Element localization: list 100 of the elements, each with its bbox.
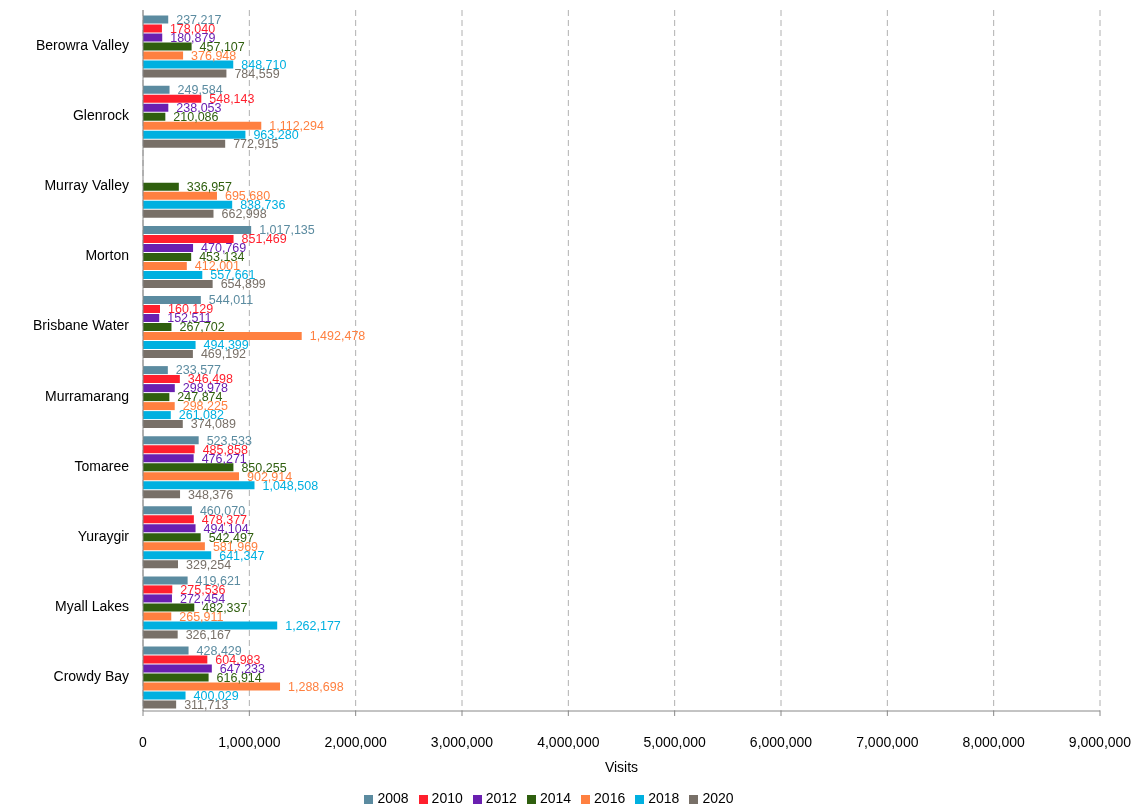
bar [143,332,302,341]
bar [143,576,188,585]
bar [143,279,213,288]
bar [143,463,234,472]
bar [143,384,175,393]
bar [143,612,172,621]
bar [143,42,192,51]
bar [143,51,184,60]
bar [143,655,208,664]
bar [143,225,252,234]
y-tick-label: Berowra Valley [35,37,129,54]
x-tick-label: 0 [139,733,148,750]
bar [143,585,173,594]
bar [143,393,170,402]
x-tick-label: 6,000,000 [749,733,813,750]
legend-label: 2020 [702,790,734,806]
x-tick-label: 9,000,000 [1068,733,1132,750]
x-axis-title: Visits [604,759,639,775]
bar [143,594,172,603]
bar [143,664,212,673]
bar [143,436,199,445]
bar [143,682,281,691]
legend-label: 2016 [594,790,626,806]
bar [143,646,189,655]
bar [143,270,203,279]
bar [143,700,177,709]
y-tick-label: Murramarang [44,387,129,404]
legend-label: 2010 [431,790,463,806]
data-label: 326,167 [185,627,231,642]
bar [143,603,195,612]
x-tick-label: 2,000,000 [324,733,388,750]
bar [143,454,194,463]
x-tick-label: 7,000,000 [856,733,919,750]
bar [143,402,175,411]
bar [143,560,179,569]
bar [143,243,194,252]
bar [143,551,212,560]
legend-label: 2008 [377,790,409,806]
bar [143,200,233,209]
data-label: 1,262,177 [285,618,341,633]
bar [143,533,201,542]
bar [143,60,234,69]
bar [143,69,227,78]
bar [143,252,192,261]
legend-label: 2018 [648,790,680,806]
bar [143,350,193,359]
y-tick-label: Morton [85,247,129,264]
bar [143,182,179,191]
bar [143,24,162,33]
bar [143,366,168,375]
bar [143,234,234,243]
data-label: 1,492,478 [309,329,366,344]
bar [143,296,201,305]
x-tick-label: 4,000,000 [537,733,600,750]
bar [143,621,278,630]
bar [143,305,161,314]
bar [143,490,181,499]
bar [143,411,171,420]
bar [143,130,246,139]
x-tick-label: 8,000,000 [962,733,1026,750]
x-tick-label: 5,000,000 [643,733,707,750]
bar [143,209,214,218]
data-label: 348,376 [188,487,234,502]
bar [143,103,169,112]
x-tick-label: 1,000,000 [218,733,281,750]
bar [143,445,195,454]
bar [143,375,180,384]
bar [143,542,205,551]
bar [143,33,163,42]
bar [143,323,172,332]
bar [143,314,160,323]
bar [143,261,187,270]
y-tick-label: Tomaree [74,457,130,474]
bar [143,85,170,94]
bar [143,94,202,103]
bar [143,121,262,130]
bar [143,506,192,515]
bar [143,341,196,350]
legend-label: 2012 [485,790,517,806]
bar [143,472,240,481]
bar [143,112,166,121]
y-tick-label: Glenrock [72,107,130,124]
y-tick-label: Crowdy Bay [53,667,129,684]
x-tick-label: 3,000,000 [430,733,494,750]
bar [143,139,226,148]
y-tick-label: Yuraygir [77,527,130,544]
bar [143,420,183,429]
bar [143,515,194,524]
data-label: 1,288,698 [288,679,344,694]
y-tick-label: Murray Valley [44,177,129,194]
legend-label: 2014 [539,790,572,806]
bar [143,673,209,682]
y-tick-label: Myall Lakes [55,597,129,614]
bar [143,524,196,533]
bar [143,191,217,200]
bar [143,15,169,24]
bar [143,481,255,490]
bar [143,691,186,700]
y-tick-label: Brisbane Water [33,317,130,334]
bar [143,630,178,639]
